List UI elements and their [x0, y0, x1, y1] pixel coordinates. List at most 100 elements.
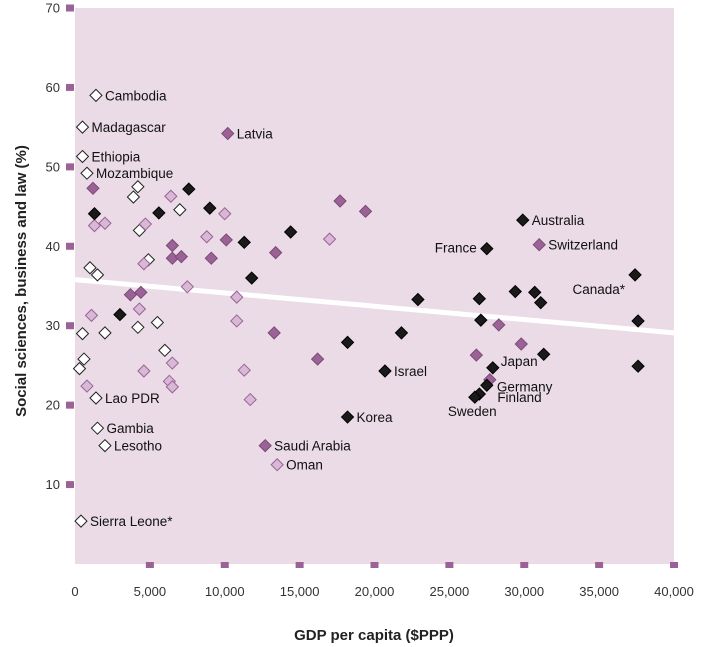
- data-point: [80, 379, 94, 393]
- point-switzerland: [532, 237, 546, 252]
- data-point: [77, 352, 91, 366]
- x-tick-mark: [595, 562, 604, 568]
- point-label: France: [435, 241, 477, 256]
- point-gambia: [90, 421, 105, 435]
- y-tick-mark: [66, 322, 74, 330]
- data-point: [84, 308, 99, 323]
- x-tick-label: 25,000: [429, 584, 469, 599]
- point-label: Lao PDR: [105, 391, 160, 406]
- y-axis-title: Social sciences, business and law (%): [13, 145, 30, 417]
- point-label: Sweden: [448, 404, 497, 419]
- x-tick-label: 0: [71, 584, 78, 599]
- data-point: [203, 201, 217, 215]
- point-lesotho: [98, 438, 112, 453]
- data-point: [165, 238, 180, 253]
- data-point: [508, 284, 522, 299]
- x-tick-label: 10,000: [205, 584, 245, 599]
- point-sierra-leone: [74, 514, 88, 528]
- data-point: [514, 337, 528, 351]
- data-point: [152, 206, 166, 220]
- data-point: [528, 285, 542, 300]
- data-point: [230, 290, 244, 304]
- y-tick-label: 70: [46, 1, 60, 16]
- data-point: [86, 181, 100, 196]
- point-lao-pdr: [89, 391, 103, 405]
- x-tick-mark: [295, 562, 304, 568]
- data-point: [219, 233, 233, 247]
- data-point: [267, 326, 281, 340]
- x-tick-label: 5,000: [134, 584, 167, 599]
- y-tick-mark: [66, 401, 74, 409]
- data-point: [474, 313, 488, 327]
- data-point: [631, 314, 645, 328]
- point-label: Germany: [497, 379, 553, 394]
- data-point: [113, 307, 127, 322]
- point-label: Korea: [357, 410, 394, 425]
- data-point: [174, 249, 189, 264]
- data-point: [492, 318, 506, 332]
- y-tick-label: 10: [46, 477, 60, 492]
- data-point: [333, 194, 347, 208]
- point-mozambique: [80, 166, 94, 180]
- point-japan: [486, 361, 500, 375]
- point-label: Australia: [532, 213, 585, 228]
- data-point: [322, 232, 337, 246]
- point-madagascar: [75, 120, 90, 134]
- point-ethiopia: [75, 149, 90, 164]
- point-canada: [628, 268, 642, 282]
- data-point: [165, 356, 180, 370]
- x-tick-label: 35,000: [579, 584, 619, 599]
- data-point: [138, 217, 153, 231]
- data-point: [472, 292, 487, 306]
- y-tick-mark: [66, 481, 74, 489]
- data-point: [283, 225, 298, 239]
- data-point: [268, 245, 283, 260]
- x-tick-mark: [445, 562, 454, 568]
- data-point: [411, 292, 425, 307]
- data-point: [340, 335, 355, 350]
- x-axis-title: GDP per capita ($PPP): [294, 627, 454, 644]
- x-tick-mark: [145, 562, 154, 568]
- data-point: [165, 380, 180, 394]
- data-point: [204, 251, 218, 265]
- x-tick-label: 40,000: [654, 584, 694, 599]
- point-label: Sierra Leone*: [90, 514, 173, 529]
- point-label: Canada*: [573, 282, 626, 297]
- data-point: [537, 347, 551, 362]
- point-label: Mozambique: [96, 166, 173, 181]
- point-label: Finland: [497, 390, 541, 405]
- data-point: [534, 295, 548, 310]
- data-point: [137, 364, 151, 378]
- point-label: Madagascar: [91, 120, 166, 135]
- point-label: Lesotho: [114, 439, 162, 454]
- data-point: [98, 216, 112, 230]
- y-tick-label: 40: [46, 239, 60, 254]
- data-point: [180, 280, 195, 294]
- data-point: [394, 326, 409, 340]
- data-point: [98, 326, 112, 340]
- point-label: Switzerland: [548, 238, 618, 253]
- data-point: [87, 207, 102, 221]
- point-label: Gambia: [106, 421, 154, 436]
- data-point: [150, 315, 165, 330]
- plot-area: [75, 8, 674, 564]
- point-australia: [516, 213, 530, 227]
- data-point: [126, 190, 141, 204]
- data-point: [75, 326, 90, 341]
- data-point: [134, 285, 148, 300]
- point-saudi-arabia: [258, 438, 272, 453]
- x-tick-label: 15,000: [280, 584, 320, 599]
- data-point: [200, 230, 214, 244]
- x-tick-mark: [520, 562, 529, 568]
- data-point: [72, 361, 87, 376]
- data-point: [131, 180, 145, 194]
- point-label: Japan: [501, 354, 538, 369]
- point-latvia: [221, 126, 235, 141]
- data-point: [237, 235, 251, 250]
- y-tick-mark: [66, 83, 74, 91]
- data-point: [164, 189, 178, 203]
- point-label: Latvia: [237, 126, 274, 141]
- data-point: [237, 363, 251, 377]
- point-label: Saudi Arabia: [274, 439, 351, 454]
- point-france: [480, 241, 494, 256]
